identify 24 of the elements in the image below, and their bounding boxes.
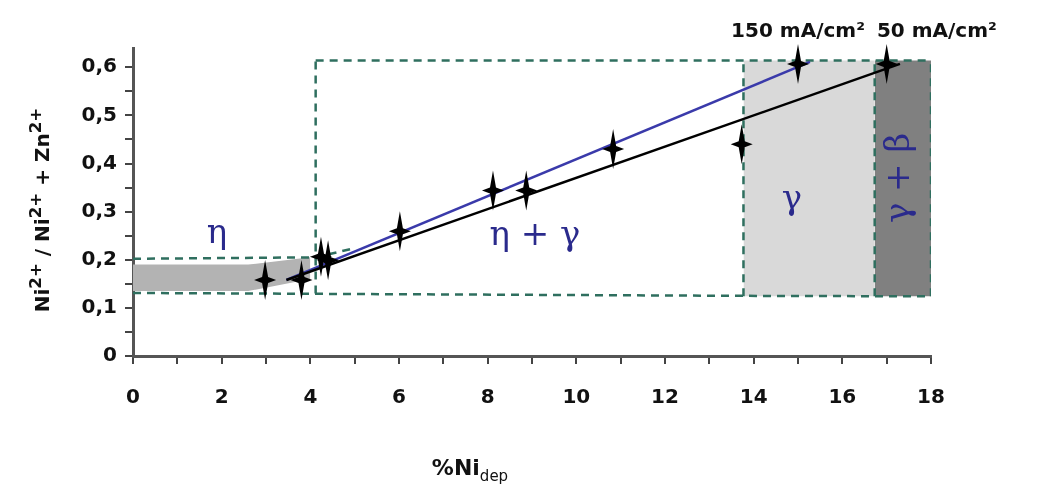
y-tick-label: 0,6 [81,53,117,78]
y-tick-label: 0,1 [81,294,117,319]
y-tick-label: 0,5 [81,101,117,126]
x-tick-label: 18 [917,384,945,409]
annotation: γ + β [876,132,917,224]
x-tick-label: 16 [828,384,857,409]
x-tick-label: 4 [303,384,318,409]
x-tick-label: 12 [651,384,679,409]
x-tick-label: 6 [392,384,406,409]
x-tick-label: 8 [480,384,495,409]
x-tick-label: 0 [126,384,140,409]
y-tick-label: 0,3 [81,197,117,222]
x-tick-label: 10 [562,384,591,409]
y-tick-label: 0,2 [81,245,117,270]
y-tick-label: 0,4 [81,149,117,174]
annotation: η [206,210,228,251]
x-tick-label: 2 [214,384,229,409]
annotation: 150 mA/cm² [731,18,865,43]
x-tick-label: 14 [739,384,768,409]
annotation: γ [781,176,803,217]
y-tick-label: 0 [103,342,117,367]
annotation: 50 mA/cm² [876,18,997,43]
x-axis-title: %Ni$_{dep}$ [431,455,509,485]
annotation: η + γ [489,212,581,253]
